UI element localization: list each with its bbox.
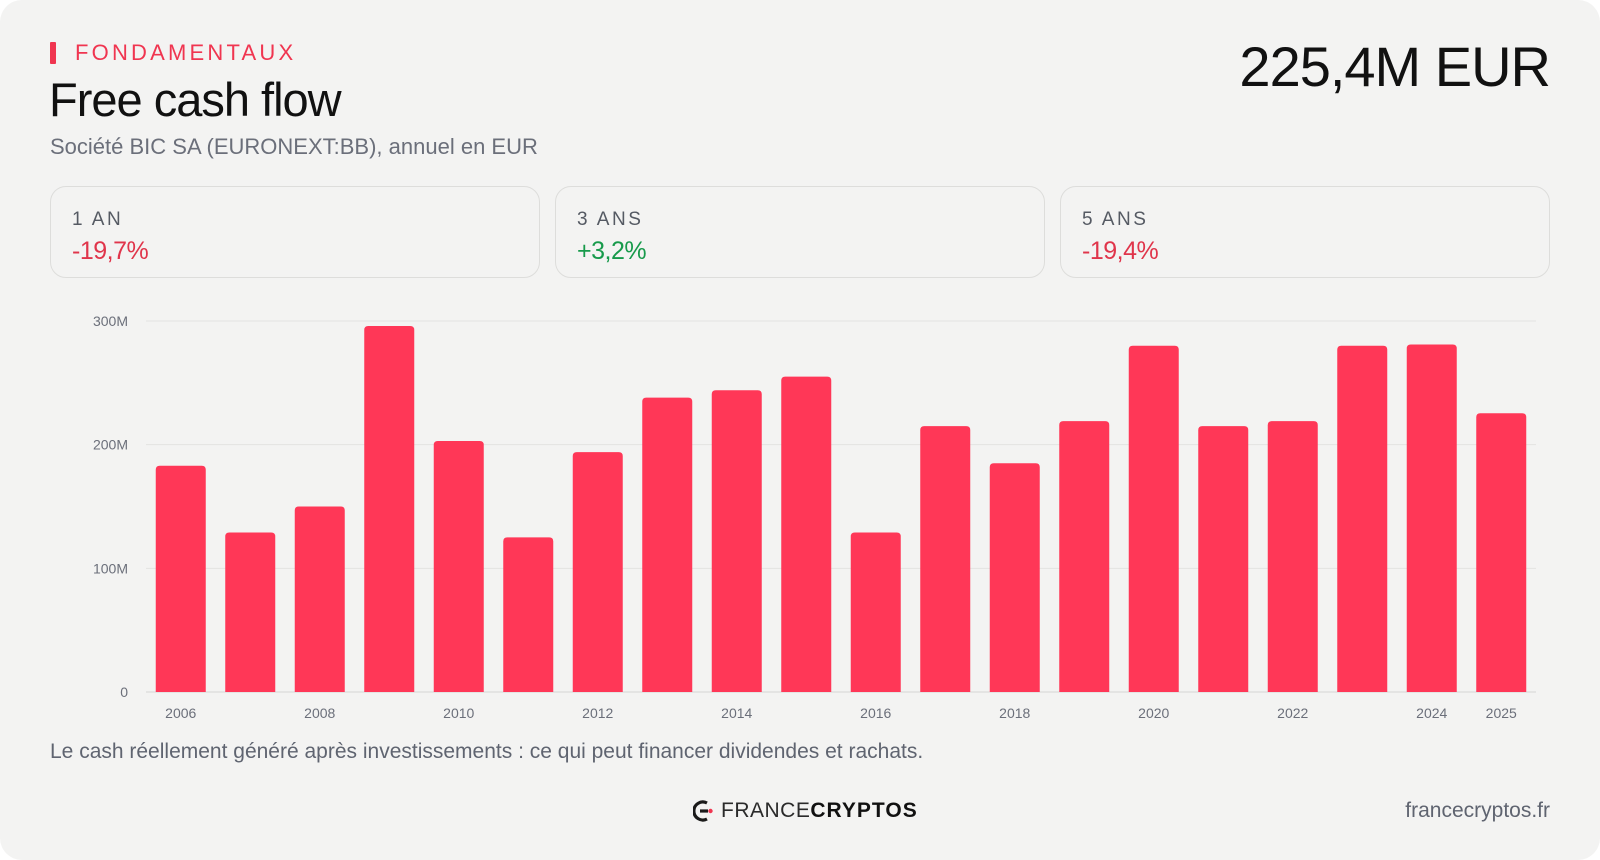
bar-2012 [572,452,623,692]
x-tick-label: 2008 [304,705,335,721]
stat-card-5-years: 5 ANS -19,4% [1060,186,1550,278]
stat-value: -19,7% [72,237,149,265]
bar-2025 [1476,413,1527,692]
x-tick-label: 2024 [1416,705,1447,721]
stat-label: 3 ANS [577,209,644,230]
bar-2015 [781,376,832,692]
x-tick-label: 2022 [1277,705,1308,721]
x-tick-label: 2018 [999,705,1030,721]
headline-value: 225,4M EUR [1239,35,1551,98]
bar-2007 [225,532,276,692]
chart-footnote: Le cash réellement généré après investis… [50,740,924,763]
bar-2009 [364,325,415,692]
bar-2013 [642,397,693,692]
bar-2010 [433,440,484,692]
x-tick-label: 2020 [1138,705,1169,721]
x-tick-label: 2006 [165,705,196,721]
brand-name-bold: CRYPTOS [810,799,918,822]
bar-2018 [989,463,1040,692]
y-tick-label: 0 [120,684,128,700]
bar-2020 [1128,345,1179,692]
stat-card-3-years: 3 ANS +3,2% [555,186,1045,278]
bar-2017 [920,426,971,692]
bar-2021 [1198,426,1249,692]
bar-2024 [1406,344,1457,692]
x-tick-label: 2010 [443,705,474,721]
bar-chart: 0 100M 200M 300M 2006 2008 2010 2012 2014 2016 201… [93,313,1536,721]
brand-name-light: FRANCE [721,799,811,822]
bar-2016 [850,532,901,692]
stat-label: 5 ANS [1082,209,1149,230]
eyebrow-label: FONDAMENTAUX [75,40,297,65]
accent-bar [50,42,56,64]
stat-value: +3,2% [577,237,647,265]
stat-card-1-year: 1 AN -19,7% [50,186,540,278]
site-link[interactable]: francecryptos.fr [1405,799,1550,822]
section-eyebrow: FONDAMENTAUX [50,40,296,66]
bar-2006 [155,465,206,692]
x-tick-label: 2012 [582,705,613,721]
page-title: Free cash flow [49,73,342,126]
x-tick-label: 2014 [721,705,752,721]
bar-2014 [711,390,762,692]
y-tick-label: 200M [93,437,128,453]
bar-2019 [1059,421,1110,692]
stat-label: 1 AN [72,209,124,230]
x-tick-label: 2025 [1486,705,1517,721]
stat-value: -19,4% [1082,237,1159,265]
y-tick-label: 100M [93,560,128,576]
y-tick-label: 300M [93,313,128,329]
france-cryptos-logo-icon [693,800,713,822]
page-subtitle: Société BIC SA (EURONEXT:BB), annuel en … [50,134,538,159]
bar-2022 [1267,421,1318,692]
brand-logo: FRANCE CRYPTOS [693,799,918,823]
x-tick-label: 2016 [860,705,891,721]
bar-2008 [294,506,345,692]
bar-2011 [503,537,554,692]
bar-2023 [1337,345,1388,692]
